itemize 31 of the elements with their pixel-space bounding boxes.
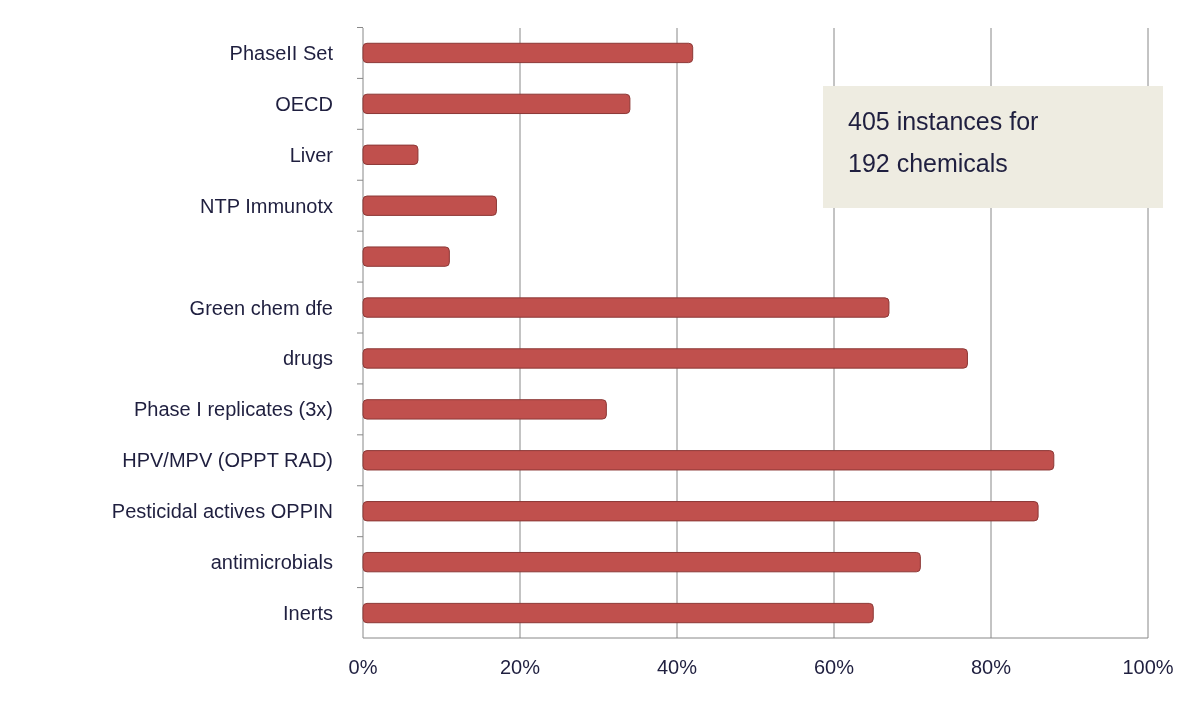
y-tick-label: PhaseII Set xyxy=(229,41,334,64)
y-tick-label: drugs xyxy=(282,347,333,370)
bar xyxy=(362,399,607,420)
y-tick-label: Inerts xyxy=(282,602,333,625)
x-tick-label: 40% xyxy=(656,656,698,678)
y-tick-label: Liver xyxy=(289,143,334,166)
x-tick-label: 60% xyxy=(813,656,855,678)
bar xyxy=(362,501,1039,522)
bar xyxy=(362,93,631,115)
note-box: 405 instances for 192 chemicals xyxy=(823,86,1163,208)
y-tick-label: Phase I replicates (3x) xyxy=(134,398,333,421)
y-tick-label: antimicrobials xyxy=(210,551,333,574)
x-tick-label: 80% xyxy=(970,656,1012,678)
x-tick-label: 20% xyxy=(499,656,541,678)
bar xyxy=(362,602,874,624)
x-tick-label: 100% xyxy=(1122,656,1174,678)
bar xyxy=(362,297,890,318)
bar xyxy=(362,195,497,216)
y-tick-label: Green chem dfe xyxy=(189,296,333,319)
y-tick-label: NTP Immunotx xyxy=(200,194,333,217)
bar xyxy=(362,246,450,267)
y-tick-label: HPV/MPV (OPPT RAD) xyxy=(122,449,333,472)
bar xyxy=(362,551,921,573)
bar xyxy=(362,42,694,64)
bar xyxy=(362,450,1055,471)
annotation: 405 instances for 192 chemicals xyxy=(848,107,1039,177)
x-tick-label: 0% xyxy=(348,656,378,678)
bar xyxy=(362,348,968,369)
y-tick-label: OECD xyxy=(275,92,333,115)
y-tick-label: Pesticidal actives OPPIN xyxy=(111,500,333,523)
bar xyxy=(362,144,419,165)
